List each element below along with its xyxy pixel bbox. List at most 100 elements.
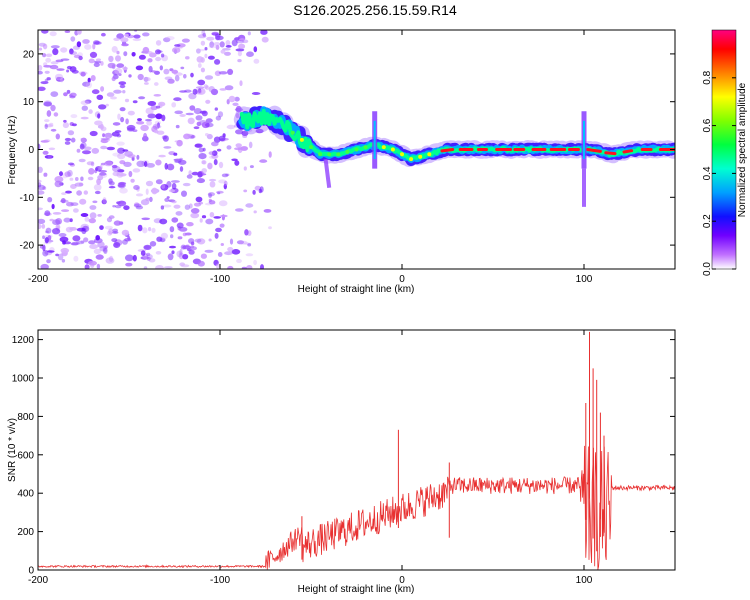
noise-blob [38,182,42,188]
noise-blob [219,88,227,91]
noise-blob [263,209,272,213]
noise-blob [82,150,91,155]
noise-blob [70,137,76,143]
noise-blob [117,183,125,188]
noise-blob [112,165,121,173]
noise-blob [198,147,204,153]
noise-blob [118,173,127,177]
noise-blob [80,137,85,141]
noise-blob [87,77,91,83]
noise-blob [91,147,100,154]
noise-blob [184,232,192,236]
noise-blob [214,107,218,111]
noise-blob [206,36,215,41]
noise-blob [237,59,242,63]
ridge-peak [440,148,455,153]
noise-blob [69,218,73,223]
noise-blob [268,226,272,230]
noise-blob [149,196,153,203]
noise-blob [155,265,164,269]
noise-blob [195,196,203,203]
noise-blob [46,110,52,117]
noise-blob [42,186,47,191]
noise-blob [247,243,252,247]
noise-blob [123,161,132,167]
noise-blob [84,216,90,222]
noise-blob [52,48,59,56]
noise-blob [164,76,173,81]
noise-blob [170,180,180,183]
noise-blob [164,162,168,170]
noise-blob [160,232,168,240]
noise-blob [204,47,208,51]
noise-blob [209,181,216,188]
noise-blob [44,210,51,217]
noise-blob [38,166,43,173]
noise-blob [66,69,70,73]
noise-blob [173,158,183,162]
noise-blob [82,81,91,87]
ridge-spot [345,149,350,154]
noise-blob [197,48,206,52]
spike [323,158,332,188]
noise-blob [204,75,214,80]
noise-blob [231,249,241,255]
noise-blob [93,62,100,68]
noise-blob [176,222,184,229]
x-tick-label: 0 [399,575,405,586]
noise-blob [67,130,75,136]
noise-blob [88,168,95,175]
noise-blob [197,63,202,68]
noise-blob [197,171,203,178]
noise-blob [142,46,150,54]
noise-blob [169,245,176,249]
noise-blob [121,43,129,47]
noise-blob [164,197,170,202]
noise-blob [44,123,48,130]
noise-blob [88,218,97,224]
noise-blob [42,43,48,50]
noise-blob [210,201,216,205]
noise-blob [92,200,98,204]
noise-blob [176,139,183,147]
noise-blob [197,79,206,86]
noise-blob [243,166,247,171]
noise-blob [199,218,203,223]
noise-blob [114,67,123,75]
colorbar-tick-label: 0.0 [702,262,713,276]
noise-blob [112,122,121,126]
noise-blob [95,254,104,260]
noise-blob [103,247,108,254]
noise-blob [44,237,49,244]
x-tick-label: -100 [210,575,230,586]
noise-blob [149,241,157,247]
noise-blob [61,192,67,196]
noise-blob [150,105,158,111]
noise-blob [80,240,85,244]
noise-blob [156,236,163,242]
noise-blob [190,241,195,246]
noise-blob [44,70,50,74]
noise-blob [183,74,187,79]
noise-blob [84,99,92,104]
noise-blob [198,88,202,94]
noise-blob [173,204,181,209]
noise-blob [111,46,118,53]
noise-blob [169,226,175,233]
noise-blob [213,42,220,46]
noise-blob [155,40,162,46]
noise-blob [64,171,71,178]
noise-blob [85,81,93,89]
noise-blob [155,105,161,109]
noise-blob [171,182,177,190]
noise-blob [113,242,121,248]
noise-blob [135,193,144,197]
noise-blob [80,100,90,105]
x-tick-label: -200 [28,274,48,285]
x-tick-label: -100 [210,274,230,285]
noise-blob [174,72,183,76]
noise-blob [238,43,246,50]
noise-blob [63,92,68,97]
noise-blob [215,115,222,121]
noise-blob [148,227,152,232]
